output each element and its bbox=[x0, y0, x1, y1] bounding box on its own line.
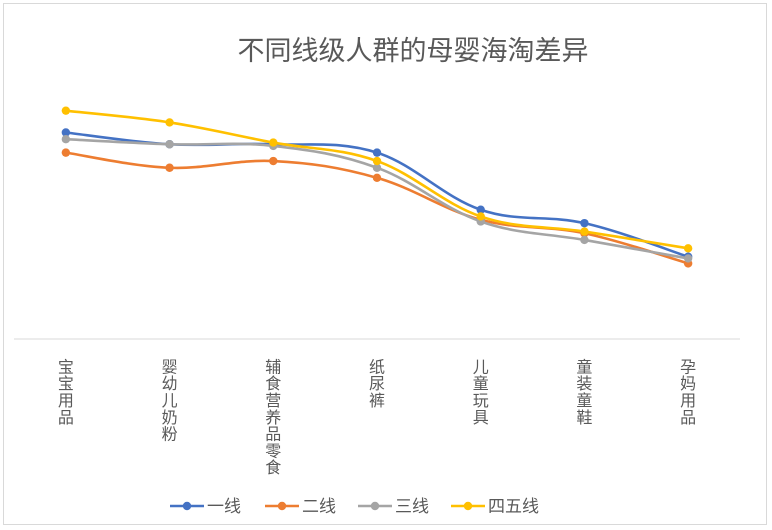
data-point bbox=[372, 173, 382, 183]
x-tick-label: 纸尿裤 bbox=[369, 357, 385, 410]
x-tick-label: 宝宝用品 bbox=[58, 357, 74, 426]
data-point bbox=[269, 138, 278, 147]
chart-title: 不同线级人群的母婴海淘差异 bbox=[238, 36, 589, 67]
legend-item: 三线 bbox=[358, 497, 429, 517]
data-point bbox=[269, 156, 278, 166]
x-tick-label: 辅食营养品零食 bbox=[265, 357, 281, 477]
data-point bbox=[61, 135, 71, 144]
data-point bbox=[683, 244, 693, 253]
data-point bbox=[476, 212, 485, 221]
data-point bbox=[61, 128, 71, 137]
chart-frame bbox=[3, 3, 767, 525]
data-point bbox=[372, 148, 382, 157]
x-tick-label: 婴幼儿奶粉 bbox=[162, 357, 178, 443]
data-point bbox=[580, 227, 589, 236]
legend-label: 四五线 bbox=[488, 497, 539, 517]
data-point bbox=[580, 235, 589, 245]
legend-item: 四五线 bbox=[451, 497, 539, 517]
data-point bbox=[165, 118, 174, 127]
legend-swatch-marker bbox=[463, 501, 473, 511]
legend-swatch-marker bbox=[370, 501, 380, 511]
legend-label: 一线 bbox=[207, 497, 241, 517]
data-point bbox=[165, 140, 174, 149]
legend-item: 一线 bbox=[170, 497, 241, 517]
data-point bbox=[165, 163, 174, 172]
series-layer bbox=[61, 106, 693, 268]
series-4 bbox=[61, 106, 693, 253]
data-point bbox=[372, 163, 382, 172]
data-point bbox=[61, 148, 71, 157]
legend-swatch-marker bbox=[182, 501, 192, 511]
legend-swatch-marker bbox=[277, 501, 287, 511]
data-point bbox=[683, 254, 693, 263]
data-point bbox=[580, 218, 589, 228]
legend: 一线 二线 三线 四五线 bbox=[170, 497, 539, 517]
legend-item: 二线 bbox=[265, 497, 336, 517]
data-point bbox=[476, 205, 485, 214]
x-tick-label: 童装童鞋 bbox=[576, 357, 592, 426]
legend-label: 三线 bbox=[395, 497, 429, 517]
x-axis-ticks: 宝宝用品 婴幼儿奶粉 辅食营养品零食 纸尿裤 儿童玩具 童装童鞋 孕妈用品 bbox=[58, 357, 696, 477]
legend-label: 二线 bbox=[302, 497, 336, 517]
x-tick-label: 儿童玩具 bbox=[473, 357, 489, 426]
data-point bbox=[372, 156, 382, 166]
data-point bbox=[61, 106, 71, 115]
series-3 bbox=[61, 135, 693, 263]
x-tick-label: 孕妈用品 bbox=[680, 357, 696, 426]
